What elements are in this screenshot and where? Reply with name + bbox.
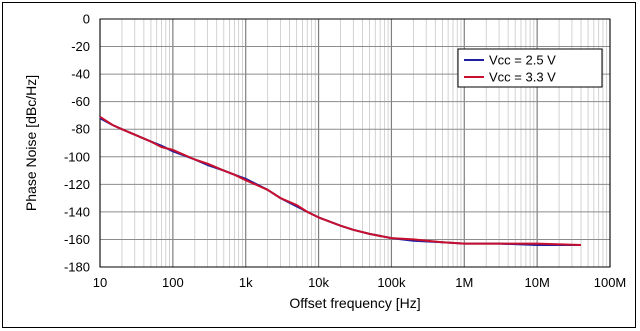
y-tick-label: -40: [71, 67, 90, 82]
series-lines: [99, 115, 582, 246]
legend-label: Vcc = 3.3 V: [489, 70, 556, 85]
y-axis-label: Phase Noise [dBc/Hz]: [23, 75, 39, 211]
x-tick-label: 10: [93, 275, 107, 290]
x-tick-label: 100: [162, 275, 184, 290]
legend-box: [457, 48, 603, 88]
y-tick-label: 0: [83, 12, 90, 27]
grid: [99, 18, 611, 268]
plot-area: [99, 18, 611, 268]
tick-labels: 10 100 1k 10k 100k 1M 10M 100M 0 -20 -40 -60 -80 -100…: [64, 12, 626, 291]
legend: Vcc = 2.5 V Vcc = 3.3 V: [457, 48, 603, 88]
y-tick-label: -80: [71, 122, 90, 137]
y-tick-label: -160: [64, 232, 90, 247]
x-tick-label: 10M: [524, 275, 549, 290]
x-tick-label: 100M: [594, 275, 627, 290]
x-axis-label: Offset frequency [Hz]: [289, 295, 420, 311]
y-tick-label: -120: [64, 177, 90, 192]
series-line: [99, 115, 582, 246]
y-tick-label: -100: [64, 149, 90, 164]
y-tick-label: -180: [64, 260, 90, 275]
y-tick-label: -140: [64, 204, 90, 219]
x-tick-label: 1M: [455, 275, 473, 290]
y-tick-label: -20: [71, 39, 90, 54]
x-tick-label: 1k: [239, 275, 253, 290]
y-tick-label: -60: [71, 94, 90, 109]
x-tick-label: 100k: [377, 275, 406, 290]
x-tick-label: 10k: [308, 275, 329, 290]
legend-label: Vcc = 2.5 V: [489, 53, 556, 68]
